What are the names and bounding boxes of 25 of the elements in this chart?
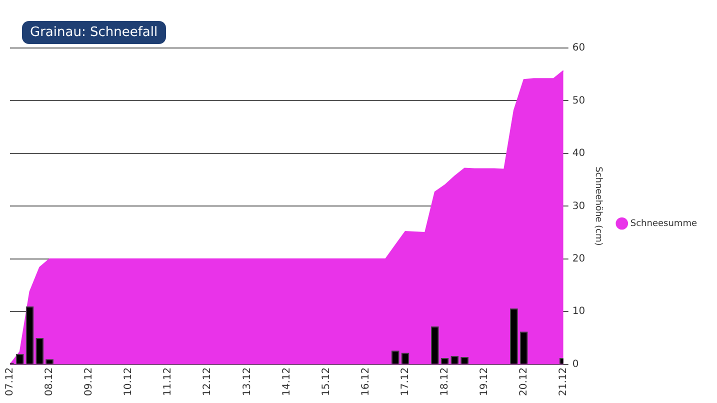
x-tick-label: 16.12 bbox=[360, 367, 372, 396]
x-tick-label: 19.12 bbox=[478, 367, 490, 396]
x-tick-label: 15.12 bbox=[320, 367, 332, 396]
y-axis-title: Schneehöhe (cm) bbox=[593, 166, 604, 246]
x-tick-label: 10.12 bbox=[123, 367, 134, 396]
x-tick-label: 18.12 bbox=[439, 367, 450, 396]
y-tick-label: 60 bbox=[572, 42, 586, 54]
x-tick-label: 20.12 bbox=[518, 367, 530, 396]
y-tick-label: 30 bbox=[572, 200, 586, 212]
x-tick-label: 17.12 bbox=[400, 367, 411, 396]
x-tick-label: 08.12 bbox=[44, 367, 56, 396]
x-tick-label: 09.12 bbox=[84, 367, 95, 396]
chart-title: Grainau: Schneefall bbox=[22, 21, 166, 44]
y-tick-label: 40 bbox=[572, 148, 586, 160]
y-tick-label: 20 bbox=[572, 254, 586, 265]
y-tick-label: 10 bbox=[572, 306, 586, 318]
x-tick-label: 14.12 bbox=[281, 367, 292, 396]
x-tick-label: 13.12 bbox=[242, 367, 253, 396]
x-tick-label: 21.12 bbox=[558, 367, 569, 396]
y-tick-label: 50 bbox=[572, 95, 586, 106]
legend-label: Schneesumme bbox=[630, 218, 698, 229]
x-tick-label: 07.12 bbox=[4, 367, 16, 396]
y-tick-label: 0 bbox=[572, 358, 579, 370]
x-tick-label: 12.12 bbox=[202, 367, 214, 396]
x-tick-label: 11.12 bbox=[162, 367, 174, 396]
